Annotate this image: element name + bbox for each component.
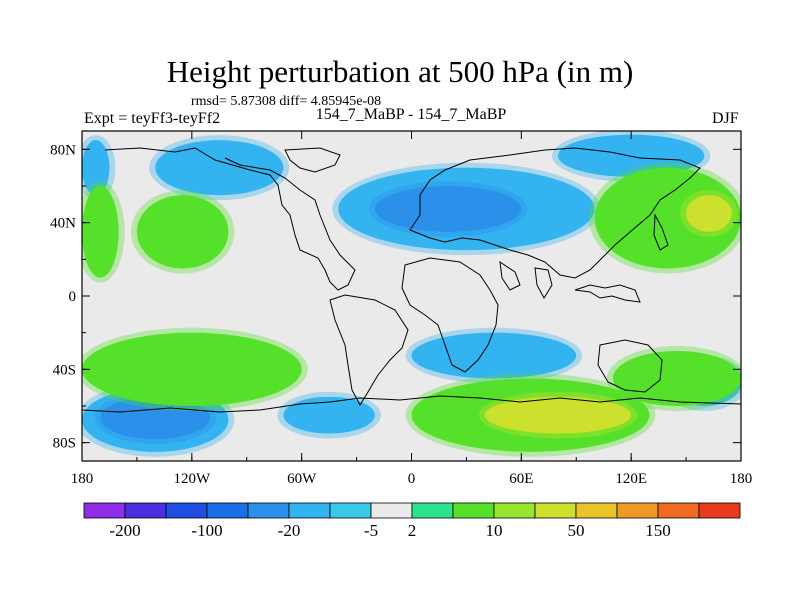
contour-field bbox=[82, 131, 741, 461]
contour-region bbox=[484, 396, 632, 434]
contour-region bbox=[686, 195, 732, 232]
colorbar-swatch bbox=[534, 502, 577, 519]
coastline-antarctica bbox=[82, 395, 741, 413]
season-label: DJF bbox=[712, 110, 739, 127]
colorbar-swatch bbox=[616, 502, 659, 519]
colorbar-swatch bbox=[657, 502, 700, 519]
contour-region bbox=[411, 332, 577, 379]
colorbar-swatch bbox=[493, 502, 536, 519]
contour-region bbox=[594, 167, 741, 269]
colorbar-swatch bbox=[206, 502, 249, 519]
latitude-tick-label: 80S bbox=[53, 436, 76, 452]
colorbar-swatch bbox=[452, 502, 495, 519]
contour-region bbox=[82, 140, 110, 196]
experiment-label: Expt = teyFf3-teyFf2 bbox=[84, 110, 221, 127]
colorbar-tick-label: 50 bbox=[568, 521, 585, 540]
contour-region bbox=[374, 186, 522, 232]
coastline-maritime-continent bbox=[574, 284, 641, 303]
colorbar-swatch bbox=[370, 502, 413, 519]
longitude-tick-label: 180 bbox=[730, 471, 753, 487]
longitude-tick-label: 120W bbox=[173, 471, 211, 487]
colorbar-swatch bbox=[575, 502, 618, 519]
colorbar-tick-label: 2 bbox=[408, 521, 417, 540]
contour-region bbox=[283, 396, 375, 434]
longitude-ticks: 180 120W 60W 0 60E 120E 180 bbox=[71, 131, 753, 487]
colorbar-swatch bbox=[124, 502, 167, 519]
coastline-arabia-india bbox=[499, 260, 553, 300]
colorbar-swatch bbox=[329, 502, 372, 519]
coastline-eurasia bbox=[409, 147, 701, 279]
contour-region bbox=[136, 195, 229, 269]
contour-region bbox=[612, 351, 741, 406]
colorbar-tick-label: 150 bbox=[645, 521, 671, 540]
latitude-tick-label: 40S bbox=[53, 362, 76, 378]
longitude-tick-label: 180 bbox=[71, 471, 94, 487]
colorbar-swatch bbox=[698, 502, 741, 519]
longitude-tick-label: 120E bbox=[615, 471, 647, 487]
colorbar-swatch bbox=[247, 502, 290, 519]
colorbar-tick-label: -20 bbox=[278, 521, 301, 540]
latitude-tick-label: 40N bbox=[50, 216, 76, 232]
colorbar-tick-label: -100 bbox=[191, 521, 222, 540]
coastline-north-america bbox=[104, 147, 356, 291]
longitude-tick-label: 0 bbox=[408, 471, 416, 487]
coastline-africa bbox=[401, 257, 499, 373]
coastlines bbox=[82, 147, 741, 413]
rmsd-diff-stats: rmsd= 5.87308 diff= 4.85945e-08 bbox=[191, 94, 382, 109]
colorbar: -200 -100 -20 -5 2 10 50 150 bbox=[83, 502, 741, 540]
latitude-tick-label: 80N bbox=[50, 142, 76, 158]
colorbar-tick-label: 10 bbox=[486, 521, 503, 540]
contour-region bbox=[100, 396, 211, 439]
map-title: Height perturbation at 500 hPa (in m) bbox=[166, 54, 634, 89]
coastline-greenland bbox=[284, 147, 341, 173]
coastline-australia bbox=[597, 339, 663, 393]
colorbar-swatch bbox=[411, 502, 454, 519]
contour-region bbox=[155, 140, 284, 196]
colorbar-tick-label: -200 bbox=[109, 521, 140, 540]
colorbar-swatch bbox=[165, 502, 208, 519]
contour-region bbox=[82, 186, 119, 278]
latitude-ticks: 80N 40N 0 40S 80S bbox=[50, 142, 741, 452]
latitude-tick-label: 0 bbox=[69, 289, 77, 305]
coastline-south-america bbox=[329, 294, 409, 407]
longitude-tick-label: 60E bbox=[509, 471, 533, 487]
colorbar-swatch bbox=[288, 502, 331, 519]
contour-region bbox=[82, 332, 302, 406]
colorbar-tick-label: -5 bbox=[364, 521, 378, 540]
run-label: 154_7_MaBP - 154_7_MaBP bbox=[315, 106, 507, 123]
longitude-tick-label: 60W bbox=[287, 471, 317, 487]
coastline-japan bbox=[653, 213, 669, 251]
colorbar-swatch bbox=[83, 502, 126, 519]
